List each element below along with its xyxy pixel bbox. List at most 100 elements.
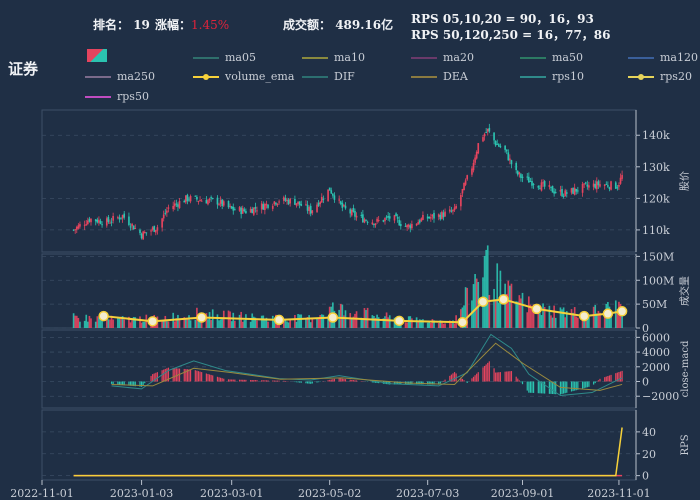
candle-body — [541, 182, 543, 190]
macd-histogram-bar — [588, 382, 589, 387]
candle-body — [90, 219, 92, 222]
volume-bar — [552, 318, 554, 328]
candle-body — [343, 205, 345, 206]
volume-bar — [79, 322, 81, 328]
volume-bar — [89, 316, 91, 328]
y-tick-label: 0 — [642, 470, 649, 483]
candle-body — [78, 225, 80, 228]
volume-ema-point — [618, 307, 627, 316]
volume-bar — [316, 318, 318, 328]
macd-histogram-bar — [176, 368, 177, 381]
candle-body — [133, 226, 135, 230]
macd-histogram-bar — [327, 380, 328, 381]
candle-body — [365, 220, 367, 221]
candle-body — [131, 224, 133, 226]
rps20-line — [74, 428, 622, 476]
volume-bar — [73, 313, 75, 328]
candle-body — [577, 190, 579, 191]
macd-histogram-bar — [519, 380, 520, 381]
candle-body — [609, 187, 611, 189]
macd-histogram-bar — [310, 382, 311, 384]
candle-body — [421, 218, 423, 221]
candle-body — [283, 197, 285, 201]
candle-body — [422, 215, 424, 220]
macd-histogram-bar — [307, 382, 308, 384]
y-tick-label: −2000 — [642, 390, 679, 403]
macd-histogram-bar — [222, 378, 223, 381]
volume-bar — [95, 322, 97, 328]
volume-bar — [90, 318, 92, 328]
candle-body — [207, 200, 209, 204]
candle-body — [375, 223, 377, 225]
y-tick-label: 40 — [642, 426, 656, 439]
candle-body — [509, 159, 511, 161]
candle-body — [572, 188, 574, 194]
volume-bar — [299, 315, 301, 328]
volume-bar — [210, 320, 212, 328]
candle-body — [122, 215, 124, 218]
volume-bar — [323, 315, 325, 328]
volume-bar — [174, 321, 176, 328]
candle-body — [294, 199, 296, 205]
candle-body — [620, 178, 622, 184]
volume-bar — [443, 324, 445, 328]
candle-body — [526, 177, 528, 178]
candle-body — [278, 201, 280, 202]
volume-bar — [507, 281, 509, 328]
y-tick-label: 150M — [642, 250, 674, 263]
candle-body — [395, 213, 397, 216]
macd-histogram-bar — [241, 380, 242, 382]
candle-body — [406, 225, 408, 227]
macd-histogram-bar — [329, 380, 330, 382]
volume-bar — [261, 316, 263, 328]
candle-body — [618, 185, 620, 187]
candle-body — [300, 204, 302, 206]
candle-body — [161, 218, 163, 227]
macd-histogram-bar — [332, 379, 333, 381]
macd-histogram-bar — [527, 382, 528, 391]
candle-body — [240, 208, 242, 214]
y-tick-label: 20 — [642, 448, 656, 461]
candle-body — [338, 199, 340, 200]
candle-body — [179, 201, 181, 208]
candle-body — [409, 225, 411, 228]
candle-body — [383, 220, 385, 222]
macd-histogram-bar — [620, 371, 621, 381]
macd-histogram-bar — [234, 380, 235, 382]
candle-body — [243, 209, 245, 211]
candle-body — [245, 211, 247, 213]
volume-bar — [387, 317, 389, 328]
candle-body — [285, 198, 287, 201]
candle-body — [119, 218, 121, 220]
candle-body — [266, 204, 268, 206]
macd-histogram-bar — [560, 382, 561, 395]
candle-body — [452, 210, 454, 211]
macd-histogram-bar — [209, 374, 210, 381]
volume-bar — [220, 319, 222, 328]
candle-body — [504, 146, 506, 150]
volume-bar — [487, 245, 489, 328]
candle-body — [267, 205, 269, 208]
macd-histogram-bar — [162, 370, 163, 381]
volume-bar — [428, 322, 430, 328]
volume-ema-point — [458, 318, 467, 327]
candle-body — [443, 213, 445, 218]
macd-histogram-bar — [516, 377, 517, 382]
volume-bar — [187, 319, 189, 328]
candle-body — [188, 199, 190, 200]
volume-ema-point — [580, 312, 589, 321]
macd-histogram-bar — [607, 376, 608, 381]
volume-ema-point — [197, 313, 206, 322]
volume-bar — [112, 320, 114, 328]
candle-body — [566, 192, 568, 193]
candle-body — [210, 197, 212, 198]
candle-body — [232, 207, 234, 211]
macd-histogram-bar — [143, 382, 144, 386]
candle-body — [487, 129, 489, 132]
volume-bar — [594, 305, 596, 328]
candle-body — [223, 201, 225, 205]
volume-bar — [141, 323, 143, 328]
candle-body — [221, 199, 223, 205]
candle-body — [272, 206, 274, 209]
